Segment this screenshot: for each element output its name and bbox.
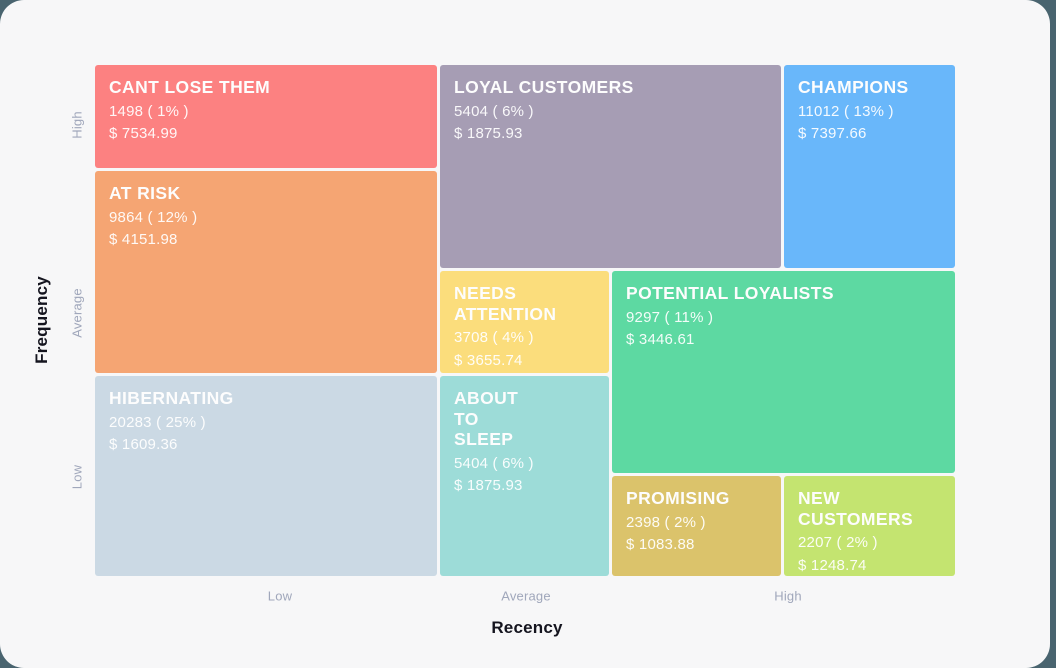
x-tick-average: Average [501, 588, 551, 604]
segment-monetary: $ 1609.36 [109, 436, 178, 454]
segment-count: 9864 ( 12% ) [109, 208, 198, 226]
y-tick-high: High [69, 111, 85, 139]
y-tick-average: Average [69, 288, 85, 338]
segment-monetary: $ 1875.93 [454, 477, 523, 495]
segment-count: 20283 ( 25% ) [109, 413, 206, 431]
segment-new-customers[interactable]: NEW CUSTOMERS 2207 ( 2% ) $ 1248.74 [784, 476, 955, 576]
segment-count: 5404 ( 6% ) [454, 102, 534, 120]
segment-title: NEW CUSTOMERS [798, 488, 914, 529]
segment-title: NEEDS ATTENTION [454, 283, 557, 324]
segment-monetary: $ 1083.88 [626, 536, 695, 554]
segment-monetary: $ 3446.61 [626, 331, 695, 349]
segment-about-to-sleep[interactable]: ABOUT TO SLEEP 5404 ( 6% ) $ 1875.93 [440, 376, 609, 576]
segment-count: 9297 ( 11% ) [626, 308, 714, 326]
segment-monetary: $ 3655.74 [454, 351, 523, 369]
segment-title: POTENTIAL LOYALISTS [626, 283, 834, 303]
y-tick-low: Low [69, 464, 85, 490]
segment-loyal-customers[interactable]: LOYAL CUSTOMERS 5404 ( 6% ) $ 1875.93 [440, 65, 781, 268]
segment-potential-loyalists[interactable]: POTENTIAL LOYALISTS 9297 ( 11% ) $ 3446.… [612, 271, 955, 473]
segment-title: ABOUT TO SLEEP [454, 388, 519, 450]
segment-monetary: $ 7534.99 [109, 125, 178, 143]
segment-title: HIBERNATING [109, 388, 234, 408]
segment-count: 2398 ( 2% ) [626, 513, 706, 531]
segment-count: 2207 ( 2% ) [798, 534, 878, 552]
segment-title: CHAMPIONS [798, 77, 909, 97]
segment-count: 3708 ( 4% ) [454, 329, 534, 347]
segment-monetary: $ 7397.66 [798, 125, 867, 143]
segment-title: CANT LOSE THEM [109, 77, 271, 97]
segment-hibernating[interactable]: HIBERNATING 20283 ( 25% ) $ 1609.36 [95, 376, 437, 576]
segment-count: 1498 ( 1% ) [109, 102, 189, 120]
segment-count: 11012 ( 13% ) [798, 102, 894, 120]
segment-champions[interactable]: CHAMPIONS 11012 ( 13% ) $ 7397.66 [784, 65, 955, 268]
x-axis-title: Recency [491, 618, 563, 637]
segment-title: AT RISK [109, 183, 181, 203]
segment-monetary: $ 1248.74 [798, 556, 867, 574]
segment-promising[interactable]: PROMISING 2398 ( 2% ) $ 1083.88 [612, 476, 781, 576]
x-tick-low: Low [267, 588, 293, 604]
segment-at-risk[interactable]: AT RISK 9864 ( 12% ) $ 4151.98 [95, 171, 437, 373]
segment-count: 5404 ( 6% ) [454, 454, 534, 472]
segment-monetary: $ 1875.93 [454, 125, 523, 143]
x-tick-high: High [774, 588, 802, 604]
segment-monetary: $ 4151.98 [109, 231, 178, 249]
segment-needs-attention[interactable]: NEEDS ATTENTION 3708 ( 4% ) $ 3655.74 [440, 271, 609, 373]
y-axis-title: Frequency [32, 276, 51, 364]
segment-title: PROMISING [626, 488, 730, 508]
segment-title: LOYAL CUSTOMERS [454, 77, 634, 97]
segment-cant-lose-them[interactable]: CANT LOSE THEM 1498 ( 1% ) $ 7534.99 [95, 65, 437, 168]
